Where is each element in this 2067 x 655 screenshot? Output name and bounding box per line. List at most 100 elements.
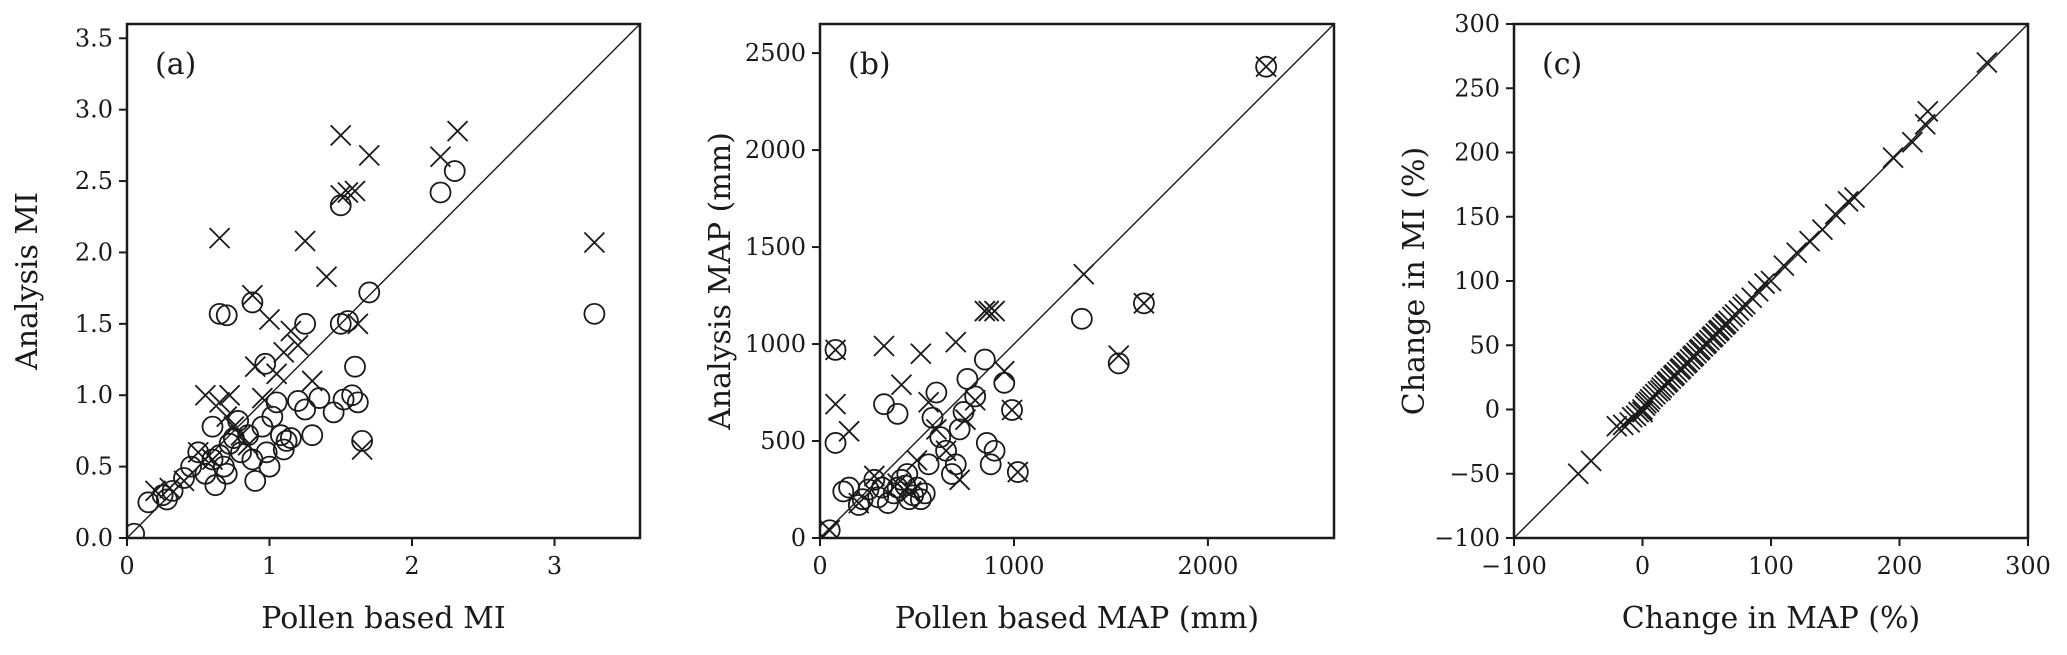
x-tick-label: 0 (1635, 552, 1650, 580)
x-marker (265, 363, 288, 385)
x-marker (251, 387, 274, 409)
circle-marker (863, 468, 886, 491)
circle-marker (204, 474, 227, 497)
x-marker (337, 181, 359, 204)
circle-marker (137, 491, 160, 514)
circle-marker (336, 310, 359, 332)
x-marker (945, 331, 967, 353)
circle-marker (272, 438, 295, 461)
x-marker (1882, 147, 1904, 169)
x-marker (301, 370, 323, 392)
y-tick-label: 1.0 (75, 381, 113, 409)
x-marker (1917, 100, 1939, 123)
x-marker (280, 320, 302, 342)
circle-marker (261, 405, 284, 428)
x-marker (1073, 263, 1095, 285)
x-tick-label: 2000 (1177, 552, 1238, 580)
circle-marker (871, 476, 893, 499)
x-marker (1901, 131, 1923, 153)
x-marker (983, 300, 1006, 322)
markers (1567, 51, 1998, 485)
circle-marker (201, 415, 224, 438)
x-marker (890, 374, 913, 396)
circle-marker (948, 418, 971, 441)
circle-marker (275, 430, 298, 452)
panel-label: (b) (848, 47, 891, 82)
circle-marker (873, 393, 895, 416)
x-marker (330, 124, 352, 147)
x-marker (910, 343, 932, 365)
plot-frame (125, 22, 642, 540)
y-tick-label: 2500 (745, 39, 806, 67)
y-tick-label: 1000 (745, 330, 806, 358)
x-marker (906, 449, 928, 472)
circle-marker (255, 441, 278, 464)
x-marker (194, 384, 217, 406)
circle-marker (929, 426, 952, 449)
panel-label: (c) (1542, 47, 1582, 82)
x-tick-label: 0 (119, 552, 134, 580)
x-marker (287, 334, 309, 356)
y-tick-label: 150 (1454, 203, 1500, 231)
x-marker (978, 300, 1000, 322)
x-marker (244, 356, 266, 378)
circle-marker (215, 304, 238, 327)
circle-marker (1107, 352, 1130, 375)
x-tick-label: 1 (262, 552, 277, 580)
y-tick-label: 1.5 (75, 310, 113, 338)
x-tick-label: 2 (404, 552, 419, 580)
y-tick-label: 3.5 (75, 24, 113, 52)
x-marker (1760, 270, 1782, 292)
panel-a: 0 1 2 3 0.0 0.5 1.0 1.5 2.0 2.5 3.0 3.5 Pollen based… (10, 22, 642, 636)
circle-marker (443, 160, 466, 182)
x-marker (351, 438, 373, 461)
y-tick-label: 200 (1454, 139, 1500, 167)
circle-marker (429, 181, 452, 204)
x-marker (583, 231, 606, 254)
x-marker (144, 480, 167, 502)
circle-marker (921, 406, 944, 429)
y-axis-label: Analysis MI (10, 192, 45, 371)
circle-marker (269, 424, 292, 447)
circle-marker (187, 441, 210, 464)
circle-marker (294, 312, 317, 335)
x-marker (925, 418, 948, 441)
x-marker (187, 441, 209, 463)
y-tick-label: 0 (1485, 396, 1500, 424)
x-axis-label: Pollen based MAP (mm) (895, 601, 1259, 636)
y-tick-label: −50 (1449, 460, 1500, 488)
circle-marker (215, 462, 238, 485)
x-marker (1007, 461, 1029, 483)
circle-marker (279, 427, 302, 449)
x-marker (1798, 230, 1821, 252)
circle-marker (254, 352, 277, 375)
y-tick-label: 0.0 (75, 524, 113, 552)
y-tick-label: 2.5 (75, 167, 113, 195)
x-marker (838, 420, 860, 442)
circle-marker (173, 467, 195, 489)
x-marker (1811, 218, 1834, 241)
x-tick-label: 200 (1877, 552, 1923, 580)
x-marker (344, 180, 366, 202)
markers (820, 55, 1278, 538)
x-marker (993, 360, 1015, 382)
circle-marker (832, 480, 855, 503)
x-marker (848, 492, 870, 514)
circle-marker (913, 482, 936, 505)
y-tick-label: 100 (1454, 267, 1500, 295)
x-marker (1612, 414, 1634, 436)
x-marker (315, 266, 338, 288)
x-marker (358, 144, 380, 166)
circle-marker (258, 455, 281, 478)
x-tick-label: 1000 (983, 552, 1044, 580)
circle-marker (909, 488, 932, 511)
circle-marker (208, 302, 231, 325)
circle-marker (241, 291, 264, 314)
circle-marker (218, 432, 241, 455)
x-marker (446, 120, 469, 142)
circle-marker (983, 439, 1006, 462)
x-marker (230, 424, 252, 446)
x-marker (935, 440, 957, 462)
circle-marker (301, 424, 324, 447)
circle-marker (341, 384, 364, 407)
